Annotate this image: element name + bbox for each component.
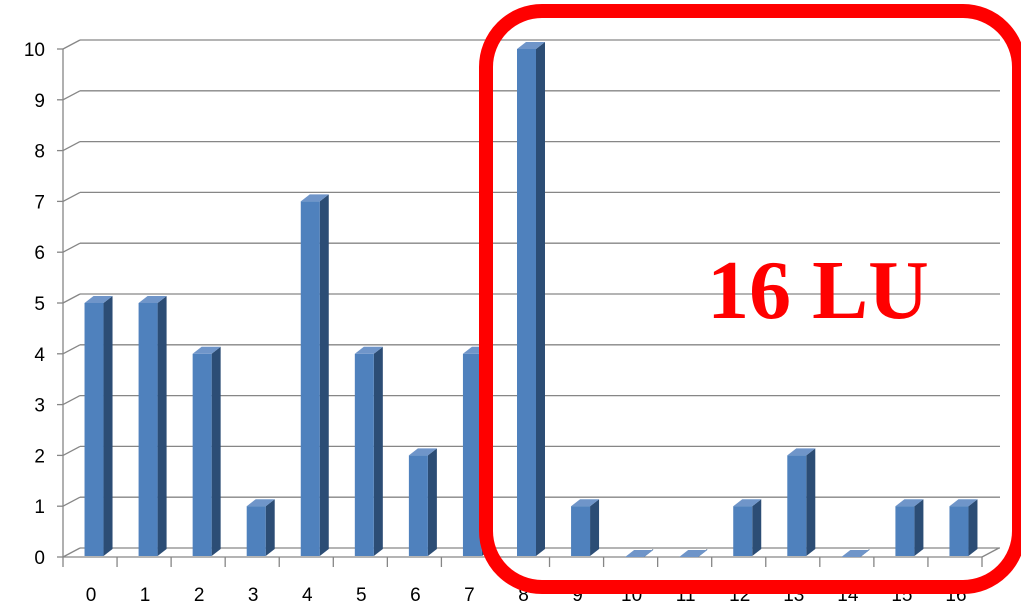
annotation-label: 16 LU <box>707 244 929 337</box>
bar <box>517 42 545 556</box>
y-tick-label: 9 <box>34 91 45 112</box>
y-tick-label: 1 <box>34 497 45 518</box>
bar-top <box>625 550 654 557</box>
bar-top <box>679 550 708 557</box>
bar-top <box>300 194 329 202</box>
floor-edge <box>981 547 1000 558</box>
x-tick-label: 9 <box>572 585 583 606</box>
bar-side <box>536 42 545 556</box>
x-tick-label: 4 <box>302 585 313 606</box>
bar-top <box>841 550 870 557</box>
bar-front <box>895 506 915 556</box>
x-tick-label: 7 <box>464 585 475 606</box>
bar-side <box>157 296 167 556</box>
bar-front <box>192 353 212 556</box>
bar <box>787 448 816 556</box>
bar-front <box>733 506 753 556</box>
bar-side <box>968 499 978 556</box>
bar <box>354 346 383 556</box>
y-tick-label: 10 <box>24 40 45 61</box>
bar-top <box>138 296 167 303</box>
grid-diagonal <box>62 141 81 152</box>
bar-top <box>84 296 113 303</box>
bar-front <box>354 353 374 556</box>
grid-diagonal <box>62 90 81 101</box>
bar-front <box>300 201 320 556</box>
grid-diagonal <box>62 547 81 558</box>
bar-side <box>319 194 329 556</box>
bar <box>625 549 654 557</box>
bar-front <box>571 506 591 556</box>
bar-top <box>571 499 600 507</box>
y-tick-label: 0 <box>34 548 45 569</box>
y-tick-label: 4 <box>34 345 45 366</box>
bar <box>895 499 924 556</box>
bar-side <box>427 448 437 556</box>
bar <box>300 194 329 556</box>
bar-top <box>246 499 275 507</box>
bar-side <box>265 499 275 556</box>
grid-diagonal <box>62 39 81 50</box>
x-tick-label: 1 <box>140 585 151 606</box>
bars <box>84 42 978 557</box>
bar-top <box>787 448 816 456</box>
grid-diagonal <box>62 344 81 355</box>
bar-top <box>192 346 221 354</box>
y-tick-label: 3 <box>34 396 45 417</box>
bar-front <box>517 49 536 556</box>
x-tick-label: 0 <box>86 585 97 606</box>
bar-top <box>517 42 545 49</box>
bar-top <box>733 499 762 507</box>
bar-front <box>408 455 428 556</box>
y-tick-labels: 0 1 2 3 4 5 6 7 8 9 10 <box>24 40 46 569</box>
y-tick-label: 6 <box>34 243 45 264</box>
bar-side <box>752 499 762 556</box>
highlight-box <box>479 4 1021 594</box>
bar <box>679 549 708 557</box>
x-tick-label: 5 <box>356 585 367 606</box>
bar-side <box>211 346 221 556</box>
bar-side <box>914 499 924 556</box>
grid-diagonal <box>62 445 81 456</box>
bar-side <box>806 448 816 556</box>
bar-side <box>103 296 113 556</box>
bar-top <box>354 346 383 354</box>
y-tick-label: 7 <box>34 192 45 213</box>
bar <box>949 499 978 556</box>
bar-front <box>949 506 969 556</box>
bar <box>841 549 870 557</box>
bar-top <box>408 448 437 456</box>
bar-front <box>138 303 158 556</box>
grid-diagonal <box>62 242 81 253</box>
bar-side <box>590 499 600 556</box>
bar <box>408 448 437 556</box>
bar <box>84 296 113 556</box>
grid-diagonal <box>62 496 81 507</box>
bar <box>138 296 167 556</box>
grid-diagonal <box>62 293 81 304</box>
bar-front <box>84 303 104 556</box>
bar-front <box>462 353 482 556</box>
y-tick-label: 5 <box>34 294 45 315</box>
x-tick-label: 3 <box>248 585 259 606</box>
x-tick-label: 8 <box>518 585 529 606</box>
bar <box>192 346 221 556</box>
x-tick-label: 2 <box>194 585 205 606</box>
bar-front <box>246 506 266 556</box>
bar-top <box>895 499 924 507</box>
bar <box>733 499 762 556</box>
bar-side <box>373 346 383 556</box>
axes <box>57 48 1000 567</box>
bar-front <box>787 455 807 556</box>
grid-diagonal <box>62 191 81 202</box>
annotation-group: 16 LU <box>479 4 1021 594</box>
bar <box>571 499 600 556</box>
x-tick-label: 6 <box>410 585 421 606</box>
y-tick-label: 8 <box>34 142 45 163</box>
grid-diagonal <box>62 395 81 406</box>
bar-top <box>949 499 978 507</box>
y-tick-label: 2 <box>34 446 45 467</box>
bar <box>246 499 275 556</box>
